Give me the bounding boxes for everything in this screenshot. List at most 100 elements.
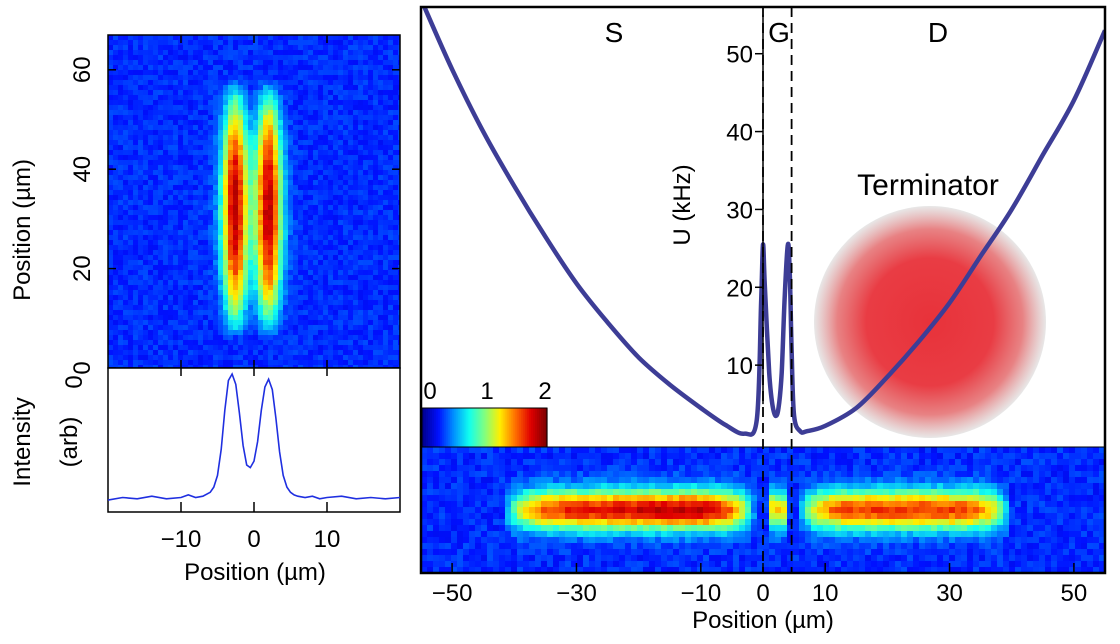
image-pixel (373, 200, 379, 206)
image-pixel (343, 245, 349, 251)
image-pixel (188, 285, 194, 291)
image-pixel (865, 453, 872, 460)
image-pixel (168, 35, 174, 41)
image-pixel (811, 459, 818, 466)
image-pixel (363, 275, 369, 281)
image-pixel (278, 40, 284, 46)
image-pixel (343, 200, 349, 206)
image-pixel (278, 270, 284, 276)
image-pixel (198, 75, 204, 81)
image-pixel (268, 255, 274, 261)
image-pixel (258, 65, 264, 71)
image-pixel (108, 40, 114, 46)
image-pixel (188, 355, 194, 361)
image-pixel (223, 340, 229, 346)
image-pixel (715, 495, 722, 502)
image-pixel (173, 220, 179, 226)
image-pixel (208, 135, 214, 141)
image-pixel (871, 459, 878, 466)
image-pixel (333, 115, 339, 121)
image-pixel (343, 210, 349, 216)
image-pixel (208, 235, 214, 241)
image-pixel (288, 320, 294, 326)
image-pixel (123, 160, 129, 166)
image-pixel (278, 350, 284, 356)
image-pixel (1033, 471, 1040, 478)
image-pixel (363, 330, 369, 336)
image-pixel (943, 465, 950, 472)
image-pixel (138, 50, 144, 56)
image-pixel (178, 195, 184, 201)
image-pixel (273, 145, 279, 151)
image-pixel (293, 140, 299, 146)
image-pixel (223, 215, 229, 221)
image-pixel (113, 335, 119, 341)
image-pixel (363, 110, 369, 116)
image-pixel (378, 215, 384, 221)
image-pixel (781, 453, 788, 460)
image-pixel (607, 483, 614, 490)
image-pixel (173, 360, 179, 366)
image-pixel (358, 145, 364, 151)
image-pixel (343, 240, 349, 246)
image-pixel (148, 90, 154, 96)
image-pixel (188, 290, 194, 296)
image-pixel (248, 250, 254, 256)
image-pixel (218, 340, 224, 346)
image-pixel (113, 135, 119, 141)
image-pixel (228, 65, 234, 71)
image-pixel (293, 355, 299, 361)
image-pixel (188, 60, 194, 66)
image-pixel (378, 120, 384, 126)
image-pixel (303, 290, 309, 296)
image-pixel (248, 235, 254, 241)
image-pixel (378, 95, 384, 101)
image-pixel (318, 225, 324, 231)
image-pixel (288, 335, 294, 341)
image-pixel (173, 110, 179, 116)
image-pixel (398, 220, 400, 226)
image-pixel (178, 350, 184, 356)
image-pixel (913, 471, 920, 478)
image-pixel (178, 95, 184, 101)
image-pixel (368, 240, 374, 246)
image-pixel (368, 180, 374, 186)
image-pixel (178, 105, 184, 111)
image-pixel (283, 95, 289, 101)
image-pixel (715, 465, 722, 472)
image-pixel (667, 495, 674, 502)
image-pixel (973, 477, 980, 484)
image-pixel (333, 240, 339, 246)
image-pixel (318, 60, 324, 66)
image-pixel (178, 185, 184, 191)
image-pixel (268, 265, 274, 271)
image-pixel (203, 40, 209, 46)
image-pixel (163, 90, 169, 96)
image-pixel (373, 120, 379, 126)
image-pixel (368, 120, 374, 126)
image-pixel (223, 170, 229, 176)
image-pixel (263, 50, 269, 56)
image-pixel (895, 459, 902, 466)
image-pixel (298, 155, 304, 161)
image-pixel (148, 105, 154, 111)
image-pixel (323, 230, 329, 236)
image-pixel (571, 495, 578, 502)
image-pixel (348, 200, 354, 206)
image-pixel (511, 489, 518, 496)
image-pixel (143, 310, 149, 316)
image-pixel (298, 115, 304, 121)
image-pixel (168, 315, 174, 321)
image-pixel (113, 200, 119, 206)
image-pixel (433, 483, 440, 490)
image-pixel (193, 170, 199, 176)
image-pixel (243, 190, 249, 196)
image-pixel (138, 110, 144, 116)
image-pixel (1075, 471, 1082, 478)
image-pixel (213, 275, 219, 281)
image-pixel (223, 165, 229, 171)
image-pixel (565, 453, 572, 460)
image-pixel (233, 180, 239, 186)
image-pixel (781, 495, 788, 502)
image-pixel (308, 35, 314, 41)
